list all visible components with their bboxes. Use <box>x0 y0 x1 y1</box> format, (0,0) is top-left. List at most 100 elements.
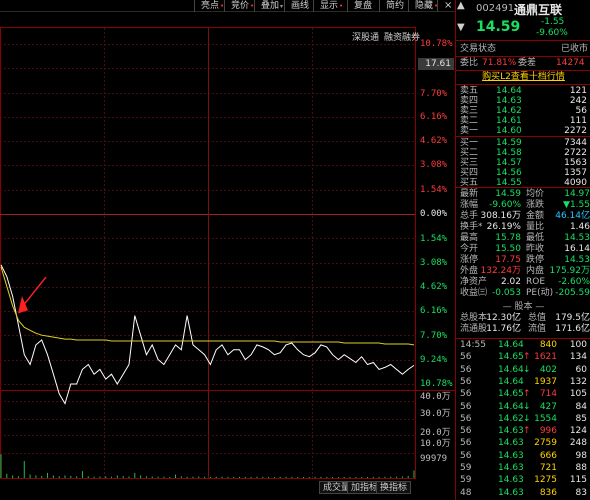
tick-count: 105 <box>569 389 587 400</box>
tick-row: 56 14.63 666 98 <box>456 451 590 462</box>
tick-volume: 666 <box>539 450 557 461</box>
stats-row: 涨停 17.75 跌停 14.53 <box>456 255 590 265</box>
axis-label-down-4.62: 4.62% <box>420 282 448 292</box>
volume-bar <box>361 476 363 478</box>
bid-volume: 1357 <box>564 168 587 178</box>
tick-row: 56 14.62 ↓ 1554 85 <box>456 414 590 425</box>
ask-row: 卖一 14.60 2272 <box>456 126 590 136</box>
margin-trading-link[interactable]: 融资融券 <box>384 33 421 43</box>
volume-bar <box>378 476 380 478</box>
nav-up-icon[interactable]: ▲ <box>457 0 465 11</box>
tick-arrow: ↑ <box>523 389 531 400</box>
ask-label: 卖二 <box>460 116 479 126</box>
stats-row: 最新 14.59 均价 14.97 <box>456 189 590 199</box>
volume-bar <box>116 475 118 478</box>
nav-down-icon[interactable]: ▼ <box>457 22 465 33</box>
volume-bar <box>151 476 153 478</box>
toolbar-replay-button[interactable]: 复盘 <box>347 0 372 12</box>
tick-arrow: ↓ <box>523 364 531 375</box>
stat-value: 15.78 <box>495 233 521 243</box>
stats-row: 最高 15.78 最低 14.53 <box>456 233 590 243</box>
volume-bar <box>273 476 275 478</box>
annotation-arrow-line <box>21 276 47 308</box>
volume-bar <box>221 476 223 478</box>
shenzhen-connect-link[interactable]: 深股通 <box>352 33 380 43</box>
ask-book: 卖五 14.64 121 卖四 14.63 242 卖三 14.62 56 卖二 14.61 111 卖… <box>456 86 590 136</box>
tick-volume: 721 <box>539 463 557 473</box>
axis-label-up-10.78: 10.78% <box>420 39 453 49</box>
tick-volume: 1937 <box>534 376 557 387</box>
tick-count: 84 <box>575 401 587 412</box>
close-icon[interactable]: × <box>437 0 455 12</box>
tick-volume: 1275 <box>534 475 557 486</box>
ask-label: 卖一 <box>460 126 479 136</box>
stat-value: 14.53 <box>564 233 590 243</box>
volume-bar <box>52 475 54 478</box>
volume-bar <box>186 476 188 478</box>
volume-bar <box>111 476 113 478</box>
stat-value: 14.97 <box>564 189 590 199</box>
equity-value: 171.6亿 <box>555 324 590 334</box>
volume-bar <box>407 475 409 478</box>
price-change-pct: -9.60% <box>536 28 568 38</box>
toolbar-display-button[interactable]: 显示• <box>313 0 343 12</box>
stat-label: 最高 <box>460 233 479 243</box>
volume-bar <box>238 476 240 478</box>
ask-volume: 111 <box>569 116 587 126</box>
toolbar-highlight-button[interactable]: 亮点• <box>194 0 224 12</box>
toolbar-overlay-button[interactable]: 叠加▾ <box>254 0 283 12</box>
tick-time: 14:55 <box>460 340 486 350</box>
bid-volume: 7344 <box>564 138 587 148</box>
switch-indicator-tab[interactable]: 换指标 <box>376 481 412 494</box>
stats-row: 收益㈢ -0.053 PE(动) -205.59 <box>456 288 590 298</box>
toolbar-hide-button[interactable]: 隐藏• <box>408 0 438 12</box>
stat-value: 17.75 <box>495 255 521 265</box>
bid-price: 14.59 <box>496 138 522 148</box>
buy-l2-link[interactable]: 购买L2查看十档行情 <box>482 72 565 82</box>
equity-block: 总股本 12.30亿 总值 179.5亿 流通股 11.76亿 流值 171.6亿 <box>456 313 590 337</box>
tick-row: 56 14.64 ↓ 402 60 <box>456 365 590 376</box>
volume-bar <box>215 476 217 478</box>
tick-volume: 402 <box>539 364 557 375</box>
tick-list[interactable]: 14:55 14.64 840 100 56 14.65 ↑ 1621 134 56 14.64 ↓ 4… <box>456 340 590 500</box>
bid-label: 买三 <box>460 158 479 168</box>
axis-label-up-4.62: 4.62% <box>420 136 448 146</box>
volume-bar <box>256 476 258 478</box>
bid-label: 买一 <box>460 138 479 148</box>
ask-row: 卖二 14.61 111 <box>456 116 590 126</box>
axis-label-down-3.08: 3.08% <box>420 258 448 268</box>
tick-price: 14.65 <box>498 389 524 400</box>
volume-bar <box>297 476 299 478</box>
toolbar-draw-button[interactable]: 画线 <box>284 0 309 12</box>
bid-price: 14.58 <box>496 148 522 158</box>
ask-row: 卖三 14.62 56 <box>456 106 590 116</box>
volume-bar <box>128 476 130 478</box>
tick-time: 59 <box>460 463 472 473</box>
ask-label: 卖五 <box>460 86 479 96</box>
volume-bar <box>250 476 252 478</box>
tick-volume: 427 <box>539 401 557 412</box>
volume-bar <box>0 454 2 478</box>
tick-count: 134 <box>569 352 587 363</box>
toolbar-simple-button[interactable]: 简约 <box>379 0 404 12</box>
volume-bar <box>204 476 206 478</box>
volume-bar <box>87 476 89 478</box>
stat-label: 最低 <box>526 233 545 243</box>
add-indicator-tab[interactable]: 加指标 <box>347 481 383 494</box>
volume-bar <box>244 476 246 478</box>
toolbar-auction-button[interactable]: 竞价• <box>224 0 254 12</box>
bid-volume: 2722 <box>564 148 587 158</box>
volume-bar <box>209 476 211 478</box>
volume-bar <box>145 476 147 478</box>
ask-price: 14.62 <box>496 106 522 116</box>
volume-bar <box>140 475 142 478</box>
tick-time: 56 <box>460 426 472 437</box>
tick-row: 56 14.64 ↓ 427 84 <box>456 402 590 413</box>
tick-price: 14.63 <box>498 475 524 486</box>
bid-price: 14.55 <box>496 178 522 188</box>
equity-row: 总股本 12.30亿 总值 179.5亿 <box>456 313 590 323</box>
stat-label: 涨停 <box>460 255 479 265</box>
volume-bar <box>326 476 328 478</box>
chart-canvas <box>0 27 455 479</box>
price-change: -1.55 <box>541 17 565 27</box>
